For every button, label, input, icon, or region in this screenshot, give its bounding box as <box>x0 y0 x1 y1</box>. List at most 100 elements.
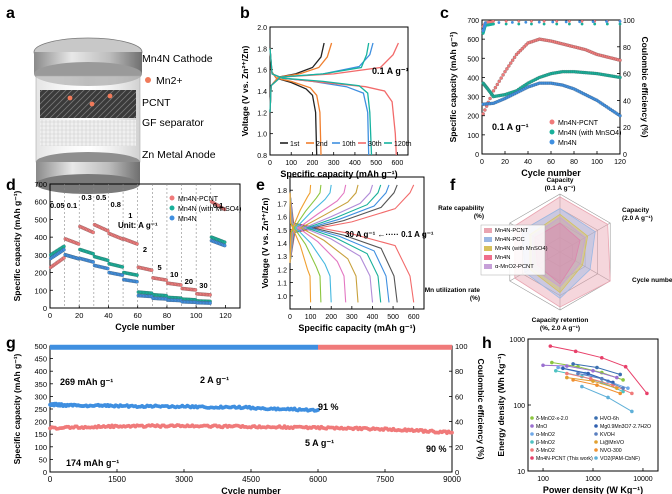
panel-g-xtick-label: 1500 <box>108 475 126 484</box>
panel-e-discharge-curve-0.5 <box>290 193 389 303</box>
panel-g-ytick-label: 0 <box>43 468 47 477</box>
panel-c-ce-point <box>568 23 571 26</box>
pcnt-layer <box>40 90 136 118</box>
panel-g-annotation: 2 A g⁻¹ <box>200 375 229 385</box>
panel-c-capacity-point <box>496 83 499 86</box>
panel-g-y2tick-label: 0 <box>455 468 459 477</box>
panel-h-point <box>595 383 599 387</box>
panel-b-legend-label: 120th <box>394 141 412 148</box>
panel-h-point <box>621 378 625 382</box>
panel-d-rate-label: 0.3 <box>81 193 91 202</box>
panel-c-capacity-point <box>503 70 506 73</box>
panel-d-legend-label: Mn4N (with MnSO4) <box>178 206 241 213</box>
figure-canvas: a Mn4N Cathode Mn2+ PCNT GF separator Zn… <box>0 0 672 494</box>
panel-e-ytick-label: 1.1 <box>277 281 287 288</box>
panel-d-rate-label: 0.8 <box>111 200 121 209</box>
panel-h-point <box>571 378 575 382</box>
panel-c-ce-point <box>511 21 514 24</box>
panel-e-xlabel: Specific capacity (mAh g⁻¹) <box>298 323 415 333</box>
panel-c-y2tick-label: 100 <box>623 18 635 25</box>
panel-g-xtick-label: 3000 <box>175 475 193 484</box>
panel-g-y2tick-label: 20 <box>455 443 463 452</box>
panel-h-ylabel: Energy density (Wh Kg⁻¹) <box>496 353 506 456</box>
panel-h-point <box>630 410 634 414</box>
panel-d-rate-label: 5 <box>158 263 162 272</box>
panel-c-xtick-label: 120 <box>614 159 626 166</box>
panel-c-ce-point <box>492 23 495 26</box>
panel-f-axis-label: Cycle numbers <box>632 277 672 284</box>
panel-e-xtick-label: 400 <box>367 314 379 321</box>
panel-c-y2label: Coulombic efficiency (%) <box>640 36 650 137</box>
panel-d-legend-label: Mn4N-PCNT <box>178 196 219 203</box>
panel-b-xtick-label: 600 <box>392 160 404 167</box>
panel-h-legend-label: KVOH <box>600 432 615 438</box>
panel-g-y2label: Coulombic efficiency (%) <box>476 358 486 459</box>
panel-h-point <box>571 362 575 366</box>
panel-d-point <box>62 245 65 248</box>
panel-c-ce-point <box>517 20 520 23</box>
panel-c-ce-point <box>619 20 622 23</box>
panel-label-h: h <box>482 335 492 352</box>
panel-h-legend-label: Mn4N-PCNT (This work) <box>536 456 593 462</box>
panel-d-point <box>135 273 138 276</box>
panel-c-capacity-point <box>618 76 621 79</box>
panel-g-ylabel: Specific capacity (mAh g⁻¹) <box>12 353 22 464</box>
panel-h-point <box>630 392 634 396</box>
panel-h-point <box>550 361 554 365</box>
panel-d-point <box>121 273 124 276</box>
panel-h-point <box>576 372 580 376</box>
panel-d: d0 20 40 60 80 100 1200100200300400500600700Cy… <box>6 177 241 332</box>
panel-h-point <box>549 344 553 348</box>
panel-d-point <box>91 260 94 263</box>
panel-c-ytick-label: 600 <box>467 37 479 44</box>
panel-b-ytick-label: 0.8 <box>257 153 267 160</box>
panel-c-capacity-point <box>501 73 504 76</box>
panel-h-legend-label: Li@MnVO <box>600 440 624 446</box>
panel-e-annotation: 30 A g⁻¹ ←····· 0.1 A g⁻¹ <box>345 230 434 239</box>
panel-e-xtick-label: 100 <box>305 314 317 321</box>
panel-b-charge-curve-4 <box>270 43 398 112</box>
battery-schematic <box>34 38 142 194</box>
panel-e-ytick-label: 1.4 <box>277 241 287 248</box>
panel-c-ce-point <box>505 23 508 26</box>
panel-e-discharge-curve-5 <box>290 193 346 303</box>
panel-d-point <box>208 293 211 296</box>
panel-f-legend-label: Mn4N (with MnSO4) <box>495 246 548 252</box>
panel-e-ytick-label: 1.3 <box>277 254 287 261</box>
panel-e: e0 100 200 300 400 500 6001.01.11.21.31.41.51.… <box>256 177 434 333</box>
panel-label-g: g <box>6 335 16 352</box>
panel-c-xtick-label: 40 <box>524 159 532 166</box>
panel-f-axis-label: Capacity (2.0 A g⁻¹) <box>622 207 653 222</box>
panel-f-legend-swatch <box>484 237 492 242</box>
panel-h-legend-swatch <box>594 432 598 436</box>
panel-h-ytick-label: 100 <box>513 403 525 410</box>
panel-h-legend-swatch <box>530 448 534 452</box>
label-pcnt: PCNT <box>142 97 171 109</box>
panel-f-legend-label: Mn4N-PCC <box>495 237 525 243</box>
panel-h-point <box>565 376 569 380</box>
panel-h-point <box>580 385 584 389</box>
panel-c-xtick-label: 100 <box>591 159 603 166</box>
panel-g-y2tick-label: 80 <box>455 367 463 376</box>
panel-d-xtick-label: 40 <box>104 311 112 320</box>
label-anode: Zn Metal Anode <box>142 149 216 161</box>
panel-d-xlabel: Cycle number <box>115 322 175 332</box>
panel-h: h100 1000 10000101001000Power density (W K… <box>482 335 658 494</box>
panel-c-legend-label: Mn4N-PCNT <box>558 120 599 127</box>
panel-c-capacity-point <box>488 97 491 100</box>
panel-d-point <box>91 231 94 234</box>
panel-c-ce-point <box>555 20 558 23</box>
panel-c-ytick-label: 500 <box>467 56 479 63</box>
panel-f-legend-swatch <box>484 228 492 233</box>
panel-d-legend-swatch <box>170 206 175 211</box>
panel-c-ytick-label: 400 <box>467 75 479 82</box>
panel-c-legend-swatch <box>550 130 555 135</box>
panel-c-capacity-point <box>509 61 512 64</box>
panel-d-ytick-label: 500 <box>34 215 47 224</box>
panel-c-capacity-point <box>494 86 497 89</box>
panel-d-rate-label: 10 <box>170 270 178 279</box>
panel-h-point <box>595 366 599 370</box>
panel-h-legend-label: MnO <box>536 424 547 430</box>
panel-h-point <box>591 379 595 383</box>
panel-h-point <box>615 386 619 390</box>
